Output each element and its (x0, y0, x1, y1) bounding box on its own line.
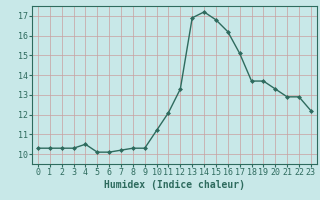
X-axis label: Humidex (Indice chaleur): Humidex (Indice chaleur) (104, 180, 245, 190)
